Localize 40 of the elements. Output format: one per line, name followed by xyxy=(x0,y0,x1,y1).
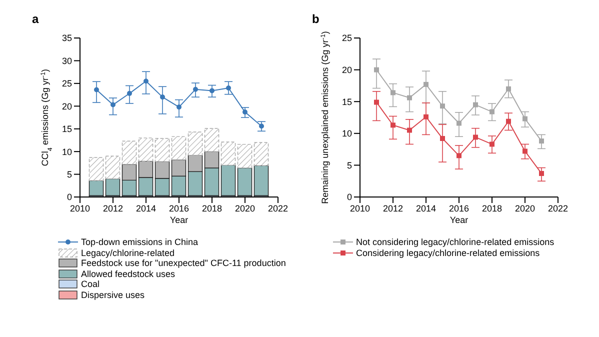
chart-title: a xyxy=(32,12,39,26)
x-tick-label: 2022 xyxy=(268,203,288,214)
x-tick-label: 2014 xyxy=(416,203,436,214)
legend-label: Coal xyxy=(81,279,100,290)
legend-label: Dispersive uses xyxy=(81,290,145,300)
y-tick-label: 10 xyxy=(62,146,72,157)
x-tick-label: 2014 xyxy=(136,203,156,214)
x-tick-label: 2016 xyxy=(168,203,190,214)
y-tick-label: 0 xyxy=(66,192,72,202)
x-tick-label: 2020 xyxy=(514,203,536,214)
y-tick-label: 20 xyxy=(62,101,72,112)
y-tick-label: 30 xyxy=(62,56,72,66)
y-tick-label: 0 xyxy=(346,192,352,202)
y-tick-label: 25 xyxy=(62,78,72,89)
legend-label: Legacy/chlorine-related xyxy=(81,248,175,258)
legend-label: Top-down emissions in China xyxy=(81,237,198,248)
legend-label: Feedstock use for "unexpected" CFC-11 production xyxy=(81,258,286,268)
x-tick-label: 2010 xyxy=(70,203,90,214)
x-tick-label: 2010 xyxy=(350,203,370,214)
y-tick-label: 5 xyxy=(346,160,352,170)
x-axis-title: Year xyxy=(170,215,188,225)
x-tick-label: 2012 xyxy=(382,203,404,214)
x-axis-title: Year xyxy=(450,215,468,225)
legend-label: Not considering legacy/chlorine-related emissions xyxy=(356,237,554,248)
y-tick-label: 10 xyxy=(342,128,352,139)
y-tick-label: 35 xyxy=(62,33,72,44)
y-tick-label: 5 xyxy=(66,169,72,180)
y-tick-label: 20 xyxy=(342,64,352,75)
x-tick-label: 2012 xyxy=(102,203,124,214)
x-tick-label: 2018 xyxy=(482,203,502,214)
x-tick-label: 2018 xyxy=(202,203,222,214)
chart-title: b xyxy=(312,12,320,26)
legend-label: Considering legacy/chlorine-related emissions xyxy=(356,248,540,258)
x-tick-label: 2016 xyxy=(448,203,470,214)
legend-label: Allowed feedstock uses xyxy=(81,268,176,279)
x-tick-label: 2022 xyxy=(548,203,568,214)
y-tick-label: 25 xyxy=(342,33,352,44)
y-tick-label: 15 xyxy=(342,96,352,107)
x-tick-label: 2020 xyxy=(234,203,256,214)
y-tick-label: 15 xyxy=(62,124,72,134)
